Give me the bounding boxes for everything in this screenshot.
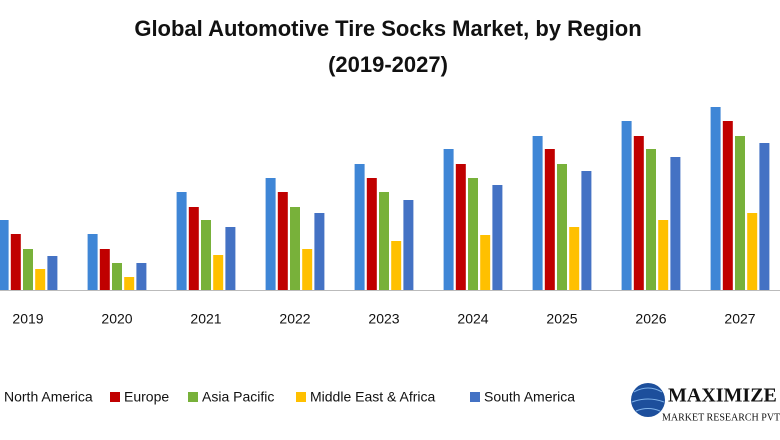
legend-label: North America	[4, 389, 93, 405]
bar	[99, 249, 110, 290]
bar	[112, 263, 122, 290]
bar	[557, 164, 567, 290]
legend-label: Middle East & Africa	[310, 389, 435, 405]
bar	[747, 213, 758, 290]
bar	[302, 249, 313, 290]
bar	[670, 157, 681, 290]
bar	[403, 200, 414, 290]
logo-name: MAXIMIZE	[668, 385, 777, 407]
legend-label: South America	[484, 389, 575, 405]
bar	[176, 192, 187, 290]
bar	[35, 269, 46, 290]
x-tick-label: 2024	[457, 311, 488, 327]
bar	[710, 107, 721, 290]
bar	[0, 220, 9, 290]
logo-globe	[631, 383, 665, 417]
bar	[354, 164, 365, 290]
logo-lines	[631, 387, 665, 412]
bar	[581, 171, 592, 290]
chart-subtitle: (2019-2027)	[328, 52, 448, 77]
bar	[366, 178, 377, 290]
bar	[569, 227, 580, 290]
bar	[225, 227, 236, 290]
bar	[722, 121, 733, 290]
x-tick-label: 2025	[546, 311, 577, 327]
chart-title: Global Automotive Tire Socks Market, by …	[134, 16, 641, 41]
x-tick-label: 2019	[12, 311, 43, 327]
legend-swatch	[470, 392, 480, 402]
bar	[201, 220, 211, 290]
legend-swatch	[296, 392, 306, 402]
legend-swatch	[110, 392, 120, 402]
bar	[23, 249, 33, 290]
bar	[314, 213, 325, 290]
bar	[10, 234, 21, 290]
bar	[455, 164, 466, 290]
bar	[391, 241, 402, 290]
bar	[544, 149, 555, 290]
bar	[759, 143, 770, 290]
bar	[290, 207, 300, 290]
bar	[136, 263, 147, 290]
bar	[621, 121, 632, 290]
bar	[480, 235, 491, 290]
x-tick-label: 2027	[724, 311, 755, 327]
bar	[277, 192, 288, 290]
x-tick-label: 2023	[368, 311, 399, 327]
bar	[124, 277, 135, 290]
x-tick-label: 2022	[279, 311, 310, 327]
bar	[633, 136, 644, 290]
x-tick-label: 2026	[635, 311, 666, 327]
bar	[213, 255, 224, 290]
x-tick-label: 2020	[101, 311, 132, 327]
bar	[468, 178, 478, 290]
bar	[87, 234, 98, 290]
logo-tagline: MARKET RESEARCH PVT.	[662, 412, 780, 423]
bar	[265, 178, 276, 290]
bar	[658, 220, 669, 290]
logo: MAXIMIZE MARKET RESEARCH PVT.	[631, 383, 780, 423]
bar	[443, 149, 454, 290]
bar	[532, 136, 543, 290]
x-tick-label: 2021	[190, 311, 221, 327]
bar	[188, 207, 199, 290]
bar	[379, 192, 389, 290]
legend-label: Asia Pacific	[202, 389, 274, 405]
bar	[492, 185, 503, 290]
bar	[646, 149, 656, 290]
legend-label: Europe	[124, 389, 169, 405]
legend-swatch	[188, 392, 198, 402]
bar	[735, 136, 745, 290]
bar	[47, 256, 58, 290]
